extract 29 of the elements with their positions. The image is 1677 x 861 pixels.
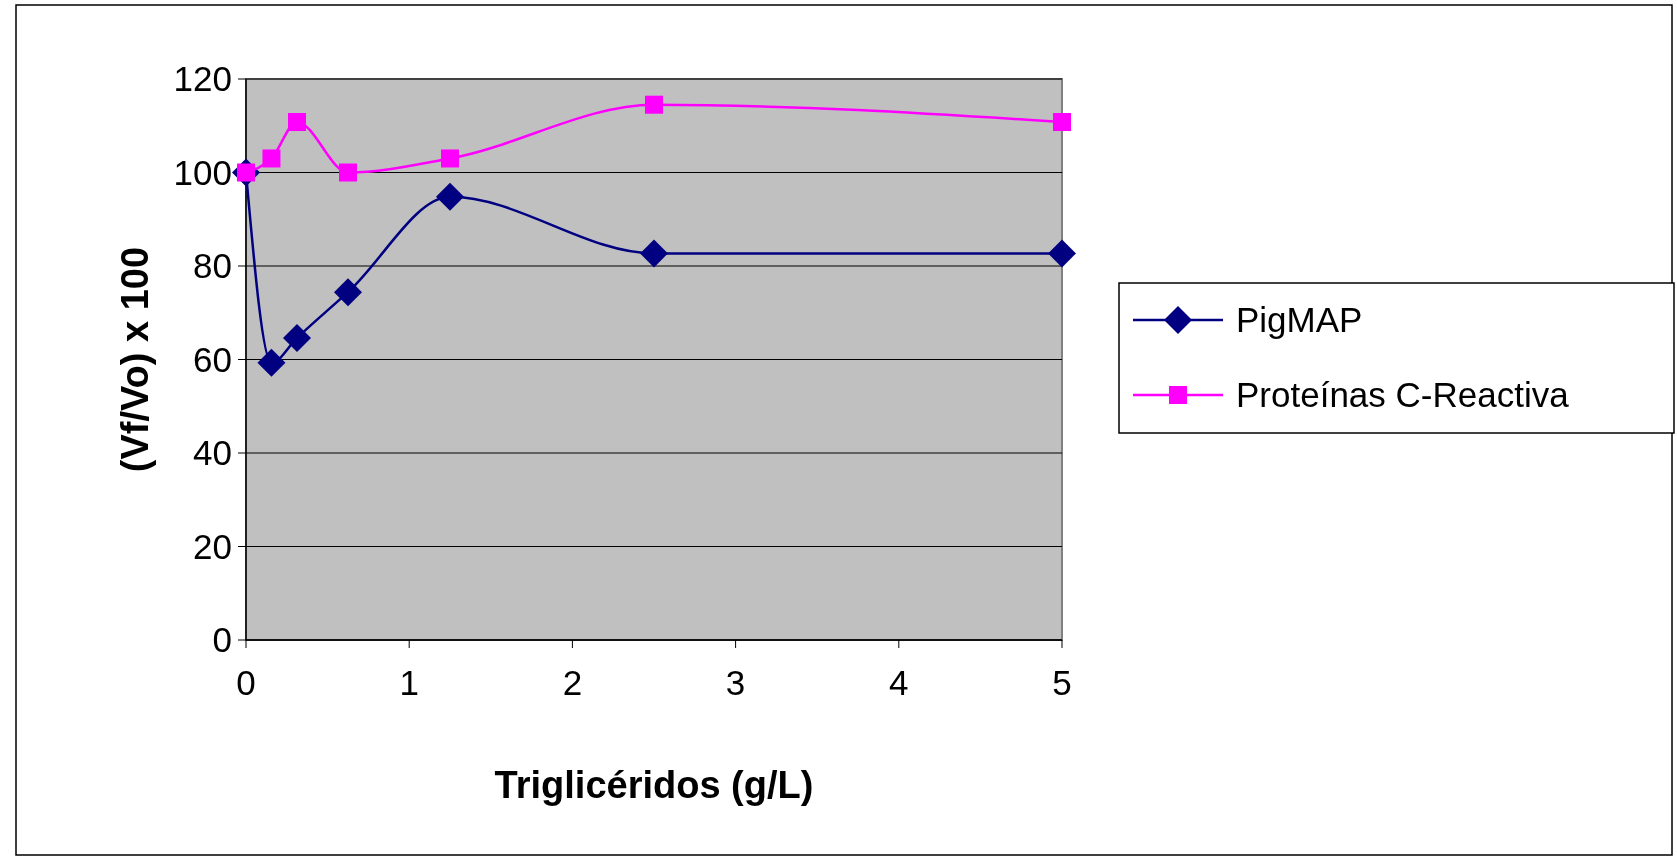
point — [257, 348, 286, 377]
y-tick-label: 0 — [212, 620, 232, 660]
point — [334, 278, 362, 307]
x-tick-label: 4 — [889, 663, 909, 702]
point — [288, 113, 306, 132]
y-tick-label: 80 — [193, 246, 232, 286]
point — [640, 239, 668, 268]
legend-label: Proteínas C-Reactiva — [1236, 375, 1570, 415]
point — [436, 182, 464, 211]
y-tick-label: 100 — [173, 152, 232, 192]
point — [283, 324, 311, 352]
point — [262, 149, 281, 168]
y-tick-label: 40 — [193, 433, 232, 473]
legend-label: PigMAP — [1236, 300, 1363, 340]
x-tick-label: 3 — [725, 663, 746, 702]
y-tick-label: 20 — [193, 526, 232, 566]
point — [1053, 113, 1071, 132]
point — [339, 163, 357, 182]
point — [645, 95, 663, 114]
x-tick-label: 1 — [399, 663, 419, 702]
x-axis-title: Triglicéridos (g/L) — [494, 764, 814, 806]
x-tick-label: 2 — [562, 663, 583, 702]
y-tick-label: 120 — [173, 59, 232, 99]
x-tick-label: 0 — [236, 663, 256, 702]
point — [1048, 239, 1076, 268]
point — [441, 149, 459, 168]
y-tick-label: 60 — [193, 339, 232, 379]
x-tick-label: 5 — [1052, 663, 1072, 702]
y-axis-title: (Vf/Vo) x 100 — [114, 246, 156, 473]
